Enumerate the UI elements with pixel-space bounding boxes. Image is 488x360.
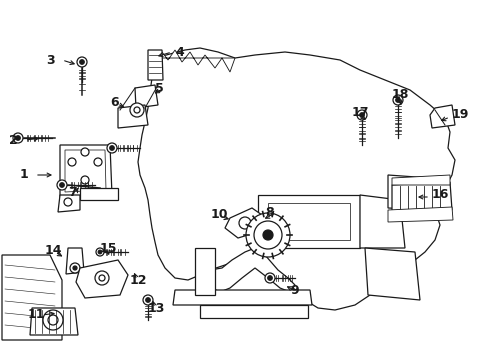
Polygon shape: [58, 195, 80, 212]
Polygon shape: [195, 248, 215, 295]
Text: 7: 7: [68, 186, 77, 199]
Text: 8: 8: [264, 207, 273, 220]
Polygon shape: [364, 248, 419, 300]
Text: 2: 2: [9, 134, 18, 147]
Circle shape: [107, 143, 117, 153]
Text: 10: 10: [210, 208, 227, 221]
Circle shape: [68, 158, 76, 166]
Circle shape: [130, 103, 143, 117]
Polygon shape: [66, 248, 84, 274]
Polygon shape: [138, 48, 454, 310]
Circle shape: [13, 133, 23, 143]
Circle shape: [70, 263, 80, 273]
Polygon shape: [387, 207, 452, 222]
Polygon shape: [2, 255, 62, 340]
Polygon shape: [207, 248, 294, 292]
Text: 9: 9: [289, 284, 298, 297]
Polygon shape: [80, 188, 118, 200]
Circle shape: [99, 275, 105, 281]
Polygon shape: [224, 208, 262, 238]
Text: 6: 6: [110, 95, 119, 108]
Circle shape: [245, 213, 289, 257]
Text: 5: 5: [155, 81, 163, 94]
Circle shape: [77, 57, 87, 67]
Text: 15: 15: [100, 242, 117, 255]
Polygon shape: [391, 182, 451, 212]
Text: 4: 4: [175, 45, 183, 58]
Polygon shape: [173, 290, 311, 305]
Text: 16: 16: [431, 189, 448, 202]
Circle shape: [43, 310, 63, 330]
Circle shape: [267, 276, 272, 280]
Polygon shape: [118, 105, 148, 128]
Polygon shape: [267, 203, 349, 240]
Circle shape: [145, 298, 150, 302]
Text: 13: 13: [148, 302, 165, 315]
Circle shape: [16, 136, 20, 140]
Text: 1: 1: [19, 168, 28, 181]
Polygon shape: [429, 105, 454, 128]
Text: 14: 14: [44, 243, 62, 256]
Polygon shape: [258, 195, 359, 248]
Circle shape: [356, 110, 366, 120]
Polygon shape: [200, 305, 307, 318]
Circle shape: [359, 113, 364, 117]
Circle shape: [80, 60, 84, 64]
Circle shape: [64, 198, 72, 206]
Text: 17: 17: [351, 105, 369, 118]
Circle shape: [95, 271, 109, 285]
Text: 19: 19: [451, 108, 468, 122]
Polygon shape: [65, 150, 106, 192]
Circle shape: [134, 107, 140, 113]
Circle shape: [395, 98, 400, 102]
Circle shape: [73, 266, 77, 270]
Polygon shape: [76, 260, 128, 298]
Circle shape: [60, 183, 64, 187]
Circle shape: [94, 158, 102, 166]
Polygon shape: [387, 175, 434, 210]
Polygon shape: [391, 175, 449, 185]
Circle shape: [253, 221, 282, 249]
Text: 12: 12: [130, 274, 147, 287]
Circle shape: [81, 176, 89, 184]
Circle shape: [98, 250, 102, 254]
Polygon shape: [30, 308, 78, 335]
Circle shape: [392, 95, 402, 105]
Polygon shape: [155, 50, 235, 72]
Circle shape: [109, 146, 114, 150]
Circle shape: [239, 217, 250, 229]
Circle shape: [142, 295, 153, 305]
Text: 11: 11: [28, 309, 45, 321]
Circle shape: [263, 230, 272, 240]
Polygon shape: [135, 85, 158, 108]
Circle shape: [96, 248, 104, 256]
Circle shape: [57, 180, 67, 190]
Polygon shape: [359, 195, 404, 248]
Circle shape: [48, 315, 58, 325]
Polygon shape: [148, 50, 163, 80]
Circle shape: [81, 148, 89, 156]
Text: 18: 18: [391, 89, 408, 102]
Polygon shape: [60, 145, 112, 198]
Circle shape: [264, 273, 274, 283]
Text: 3: 3: [46, 54, 55, 67]
